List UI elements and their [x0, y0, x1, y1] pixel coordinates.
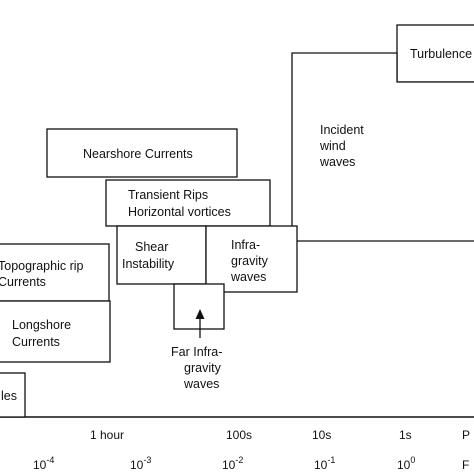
frequency-tick-1e-2: 10-2: [222, 455, 243, 472]
tides-box: les: [0, 372, 26, 418]
period-axis-label: P: [462, 428, 470, 442]
period-tick-1hour: 1 hour: [90, 428, 124, 442]
transient-label-line1: Transient Rips: [128, 188, 208, 202]
transient-label-line2: Horizontal vortices: [128, 205, 231, 219]
frequency-tick-1e-3: 10-3: [130, 455, 151, 472]
nearshore-label: Nearshore Currents: [83, 147, 193, 161]
longshore-label-line2: Currents: [12, 335, 60, 349]
topographic-label-line1: Topographic rip: [0, 259, 84, 273]
infragravity-label-line1: Infra-: [231, 238, 260, 252]
nearshore-currents-box: Nearshore Currents: [46, 128, 238, 178]
frequency-tick-1e-1: 10-1: [314, 455, 335, 472]
topographic-label-line2: Currents: [0, 275, 46, 289]
tides-label: les: [1, 389, 17, 403]
infragravity-waves-box: Infra- gravity waves: [205, 225, 298, 293]
shear-label-line1: Shear: [135, 240, 168, 254]
frequency-tick-1e-4: 10-4: [33, 455, 54, 472]
longshore-currents-box: Longshore Currents: [0, 300, 111, 363]
transient-rips-box: Transient Rips Horizontal vortices: [105, 179, 271, 227]
period-tick-100s: 100s: [226, 428, 252, 442]
far-infragravity-box: [173, 283, 225, 330]
infragravity-label-line2: gravity: [231, 254, 269, 268]
incident-label-line3: waves: [319, 155, 355, 169]
period-tick-10s: 10s: [312, 428, 331, 442]
incident-label-line2: wind: [319, 139, 346, 153]
frequency-axis-label: F: [462, 458, 469, 472]
shear-instability-box: Shear Instability: [116, 225, 207, 285]
far-infragravity-arrow: [195, 309, 205, 338]
incident-wind-waves-box: Incident wind waves: [291, 52, 474, 242]
turbulence-box: Turbulence: [396, 24, 474, 83]
far-infragravity-label-line2: gravity: [184, 361, 222, 375]
far-infragravity-label-line1: Far Infra-: [171, 345, 222, 359]
infragravity-label-line3: waves: [230, 270, 266, 284]
period-tick-1s: 1s: [399, 428, 412, 442]
incident-label-line1: Incident: [320, 123, 364, 137]
topographic-rip-box: Topographic rip Currents: [0, 243, 110, 302]
shear-label-line2: Instability: [122, 257, 175, 271]
turbulence-label: Turbulence: [410, 47, 472, 61]
far-infragravity-label-line3: waves: [183, 377, 219, 391]
longshore-label-line1: Longshore: [12, 318, 71, 332]
frequency-tick-1e0: 100: [397, 455, 415, 472]
